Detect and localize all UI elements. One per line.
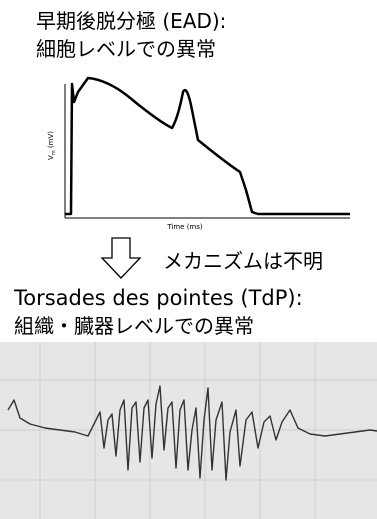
figure: 早期後脱分極 (EAD): 細胞レベルでの異常 Vm (mV) Time (ms… (0, 0, 377, 519)
ecg-strip (0, 342, 377, 519)
tdp-subtitle: 組織・臓器レベルでの異常 (14, 314, 254, 338)
ead-title: 早期後脱分極 (EAD): (36, 9, 226, 33)
ead-subtitle: 細胞レベルでの異常 (36, 37, 216, 61)
y-axis-label: Vm (mV) (47, 131, 57, 160)
down-arrow (102, 238, 140, 278)
arrow-text: メカニズムは不明 (163, 249, 323, 273)
x-axis-label: Time (ms) (166, 223, 203, 231)
action-potential-trace (65, 78, 350, 214)
tdp-title: Torsades des pointes (TdP): (13, 286, 303, 310)
